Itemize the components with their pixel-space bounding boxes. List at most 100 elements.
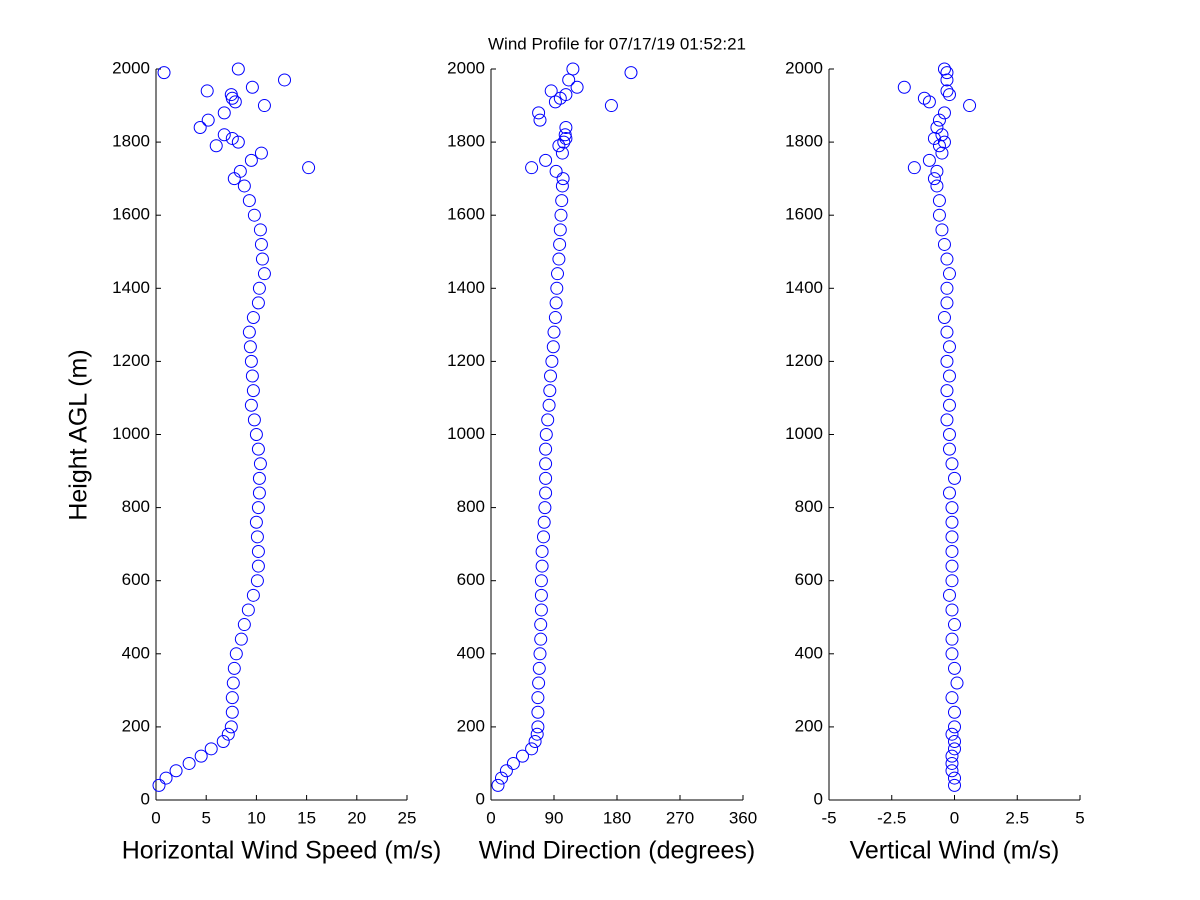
point <box>193 120 207 134</box>
y-tick-label: 1800 <box>785 132 823 151</box>
point <box>225 705 239 719</box>
point <box>555 146 569 160</box>
point <box>539 457 553 471</box>
point <box>525 742 539 756</box>
point <box>251 544 265 558</box>
point <box>945 544 959 558</box>
point <box>539 486 553 500</box>
point <box>242 194 256 208</box>
x-tick-label: 15 <box>297 808 316 827</box>
y-tick-label: 400 <box>795 643 823 662</box>
point <box>506 756 520 770</box>
point <box>532 661 546 675</box>
y-tick-label: 600 <box>795 570 823 589</box>
point <box>942 88 956 102</box>
point <box>559 88 573 102</box>
x-tick-label: 10 <box>247 808 266 827</box>
point <box>252 471 266 485</box>
point <box>945 756 959 770</box>
point <box>604 99 618 113</box>
x-tick-label: 5 <box>1075 808 1084 827</box>
y-tick-label: 1000 <box>447 424 485 443</box>
point <box>531 691 545 705</box>
point <box>948 705 961 719</box>
y-tick-label: 1000 <box>785 424 823 443</box>
point <box>533 647 547 661</box>
point <box>233 164 247 178</box>
point <box>553 223 567 237</box>
point <box>552 139 566 153</box>
point <box>225 131 239 145</box>
point <box>534 603 548 617</box>
point <box>231 62 245 76</box>
point <box>152 778 166 792</box>
point <box>253 457 267 471</box>
point <box>228 95 242 109</box>
point <box>927 172 941 186</box>
x-tick-label: 2.5 <box>1005 808 1029 827</box>
point <box>217 106 231 120</box>
y-tick-label: 2000 <box>785 58 823 77</box>
point <box>937 237 951 251</box>
point <box>945 530 959 544</box>
point <box>548 311 562 325</box>
point <box>528 735 542 749</box>
y-tick-label: 1200 <box>785 351 823 370</box>
y-tick-label: 0 <box>814 789 823 808</box>
point <box>547 325 561 339</box>
point <box>948 771 961 785</box>
point <box>930 120 944 134</box>
chart-title: Wind Profile for 07/17/19 01:52:21 <box>488 34 746 53</box>
x-tick-label: 180 <box>603 808 631 827</box>
point <box>942 340 956 354</box>
point <box>237 618 251 632</box>
point <box>254 146 268 160</box>
point <box>937 135 951 149</box>
point <box>252 281 266 295</box>
point <box>942 486 956 500</box>
point <box>937 311 951 325</box>
point <box>945 647 959 661</box>
point <box>227 172 241 186</box>
y-tick-label: 1200 <box>112 351 150 370</box>
y-tick-label: 1600 <box>447 205 485 224</box>
y-tick-label: 1200 <box>447 351 485 370</box>
point <box>535 559 549 573</box>
point <box>566 62 580 76</box>
point <box>253 223 267 237</box>
point <box>194 749 208 763</box>
x-axis-label: Wind Direction (degrees) <box>479 837 756 865</box>
point <box>932 194 946 208</box>
point <box>538 501 552 515</box>
point <box>537 530 550 544</box>
point <box>204 742 218 756</box>
point <box>257 99 271 113</box>
x-axis-label: Horizontal Wind Speed (m/s) <box>122 837 442 865</box>
point <box>945 603 959 617</box>
point <box>541 413 555 427</box>
point <box>247 208 261 222</box>
y-tick-label: 200 <box>457 716 485 735</box>
point <box>945 632 959 646</box>
point <box>558 128 572 142</box>
point <box>562 73 576 87</box>
y-tick-label: 1600 <box>785 205 823 224</box>
point <box>932 113 946 127</box>
point <box>950 676 964 690</box>
point <box>945 749 959 763</box>
y-tick-label: 0 <box>141 789 150 808</box>
point <box>937 106 951 120</box>
point <box>549 296 563 310</box>
point <box>543 384 557 398</box>
point <box>942 398 956 412</box>
point <box>217 128 231 142</box>
point <box>250 574 264 588</box>
point <box>499 764 513 778</box>
y-tick-label: 800 <box>457 497 485 516</box>
point <box>224 88 238 102</box>
point <box>942 588 956 602</box>
point <box>624 66 638 80</box>
point <box>930 164 944 178</box>
point <box>249 428 263 441</box>
point <box>945 574 959 588</box>
